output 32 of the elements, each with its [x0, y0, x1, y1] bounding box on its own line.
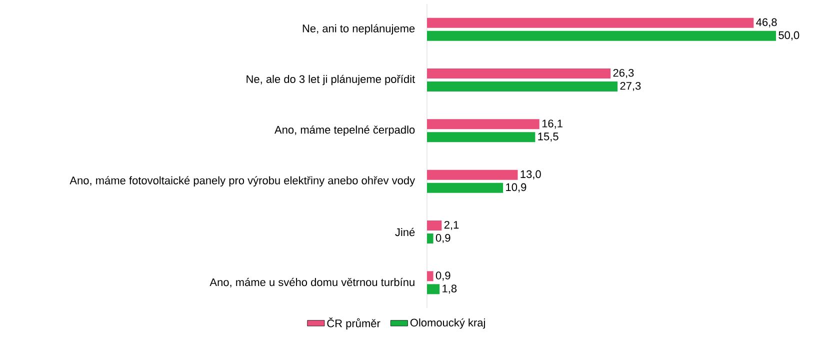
y-tick-label: Ne, ale do 3 let ji plánujeme pořídit [246, 74, 416, 86]
bar [427, 284, 440, 294]
y-tick-label: Ano, máme fotovoltaické panely pro výrobu elektřiny anebo ohřev vody [70, 176, 416, 187]
data-label: 0,9 [436, 234, 450, 244]
bar [427, 220, 442, 230]
legend-label: Olomoucký kraj [410, 318, 485, 329]
data-label: 46,8 [756, 18, 777, 28]
data-label: 15,5 [538, 132, 558, 142]
data-label: 27,3 [620, 82, 641, 92]
data-label: 1,8 [442, 284, 457, 294]
bar [427, 81, 618, 92]
data-label: 16,1 [542, 120, 562, 129]
data-label: 50,0 [778, 31, 800, 40]
y-tick-label: Ano, máme tepelné čerpadlo [274, 125, 415, 136]
data-label: 2,1 [444, 220, 459, 230]
legend-label: ČR průměr [327, 318, 380, 330]
bar [427, 18, 754, 28]
bar [427, 271, 434, 282]
bar [427, 233, 434, 244]
bar [427, 30, 776, 41]
y-tick-label: Ano, máme u svého domu větrnou turbínu [210, 278, 414, 288]
bar [427, 68, 611, 78]
bar [427, 182, 504, 193]
bar [427, 132, 536, 142]
data-label: 26,3 [613, 68, 634, 78]
data-label: 10,9 [506, 183, 526, 192]
y-tick-label: Jiné [395, 228, 415, 236]
bar [427, 170, 518, 180]
y-tick-label: Ne, ani to neplánujeme [302, 24, 415, 35]
data-label: 0,9 [436, 272, 450, 281]
bar [427, 119, 540, 130]
data-label: 13,0 [520, 170, 541, 180]
